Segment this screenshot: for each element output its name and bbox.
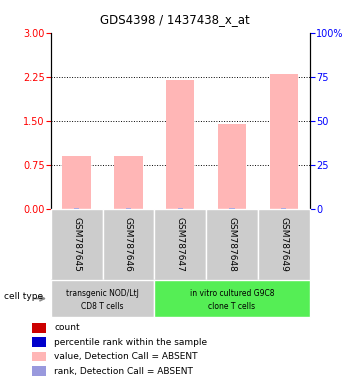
Bar xyxy=(51,280,154,317)
Text: value, Detection Call = ABSENT: value, Detection Call = ABSENT xyxy=(54,352,198,361)
Bar xyxy=(281,207,286,209)
Bar xyxy=(230,208,235,209)
Bar xyxy=(154,280,310,317)
Bar xyxy=(154,209,206,280)
Bar xyxy=(218,124,246,209)
Text: GSM787649: GSM787649 xyxy=(279,217,288,272)
Bar xyxy=(74,208,79,209)
Bar xyxy=(258,209,310,280)
Bar xyxy=(51,209,103,280)
Text: clone T cells: clone T cells xyxy=(209,302,256,311)
Bar xyxy=(32,323,46,333)
Bar xyxy=(32,352,46,361)
Text: GSM787647: GSM787647 xyxy=(176,217,185,272)
Text: GSM787645: GSM787645 xyxy=(72,217,81,272)
Text: CD8 T cells: CD8 T cells xyxy=(81,302,124,311)
Bar xyxy=(32,366,46,376)
Bar xyxy=(103,209,154,280)
Text: GDS4398 / 1437438_x_at: GDS4398 / 1437438_x_at xyxy=(100,13,250,26)
Text: count: count xyxy=(54,323,80,332)
Text: cell type: cell type xyxy=(4,292,43,301)
Bar xyxy=(32,337,46,347)
Text: in vitro cultured G9C8: in vitro cultured G9C8 xyxy=(190,289,274,298)
Text: transgenic NOD/LtJ: transgenic NOD/LtJ xyxy=(66,289,139,298)
Text: GSM787646: GSM787646 xyxy=(124,217,133,272)
Bar xyxy=(206,209,258,280)
Bar xyxy=(62,156,91,209)
Bar xyxy=(126,208,131,209)
Bar xyxy=(114,156,143,209)
Text: rank, Detection Call = ABSENT: rank, Detection Call = ABSENT xyxy=(54,367,193,376)
Bar xyxy=(166,80,195,209)
Bar xyxy=(178,207,183,209)
Bar xyxy=(270,74,298,209)
Text: percentile rank within the sample: percentile rank within the sample xyxy=(54,338,207,347)
Text: GSM787648: GSM787648 xyxy=(228,217,237,272)
